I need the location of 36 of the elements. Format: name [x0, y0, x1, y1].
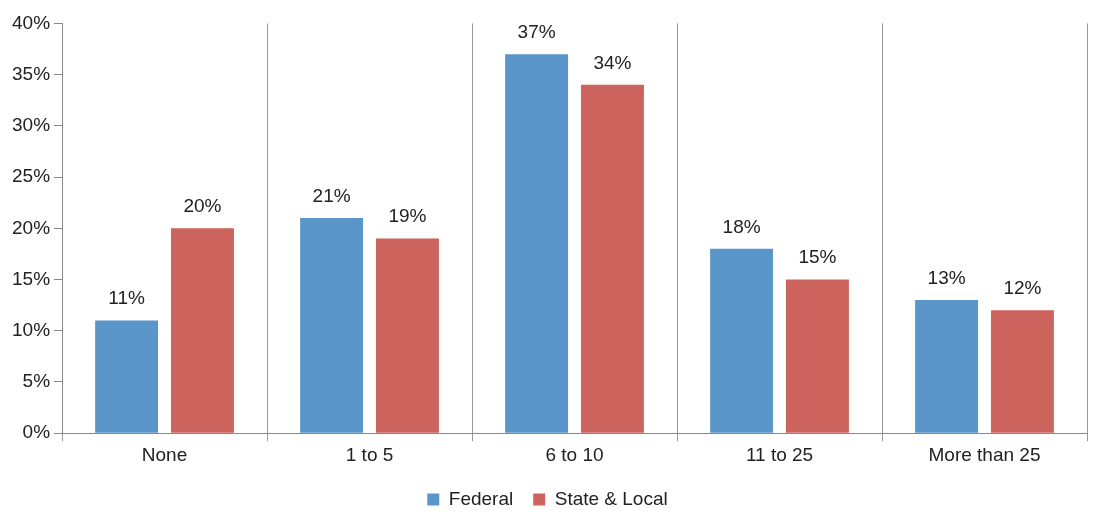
- x-tick-label: 11 to 25: [745, 443, 814, 465]
- y-tick-label: 0%: [22, 421, 51, 443]
- y-tick-label: 20%: [12, 216, 51, 238]
- bar: [990, 310, 1054, 433]
- bar: [375, 238, 439, 433]
- bar: [915, 300, 979, 433]
- data-label: 19%: [388, 205, 427, 227]
- bar: [505, 54, 569, 433]
- data-label: 15%: [798, 246, 837, 268]
- y-tick-label: 10%: [12, 318, 51, 340]
- data-label: 12%: [1003, 276, 1042, 298]
- data-label: 11%: [108, 287, 146, 309]
- data-label: 20%: [183, 195, 222, 217]
- data-label: 13%: [927, 266, 966, 288]
- x-tick-label: None: [141, 443, 188, 465]
- y-tick-label: 15%: [12, 267, 51, 289]
- y-tick-label: 40%: [12, 11, 51, 33]
- bar: [95, 320, 159, 433]
- x-tick-label: 6 to 10: [545, 443, 604, 465]
- bar: [710, 248, 774, 433]
- data-label: 34%: [593, 51, 632, 73]
- y-tick-label: 30%: [12, 114, 51, 136]
- y-tick-label: 25%: [12, 165, 51, 187]
- y-tick-label: 5%: [22, 370, 51, 392]
- legend-label: State & Local: [554, 487, 668, 509]
- bar: [300, 218, 364, 433]
- x-tick-label: More than 25: [928, 443, 1041, 465]
- data-label: 18%: [722, 215, 761, 237]
- bar: [580, 84, 644, 433]
- legend-label: Federal: [448, 487, 514, 509]
- x-tick-label: 1 to 5: [345, 443, 394, 465]
- bar: [785, 279, 849, 433]
- y-tick-label: 35%: [12, 62, 51, 84]
- data-label: 37%: [517, 20, 556, 42]
- bar: [170, 228, 234, 433]
- data-label: 21%: [312, 184, 351, 206]
